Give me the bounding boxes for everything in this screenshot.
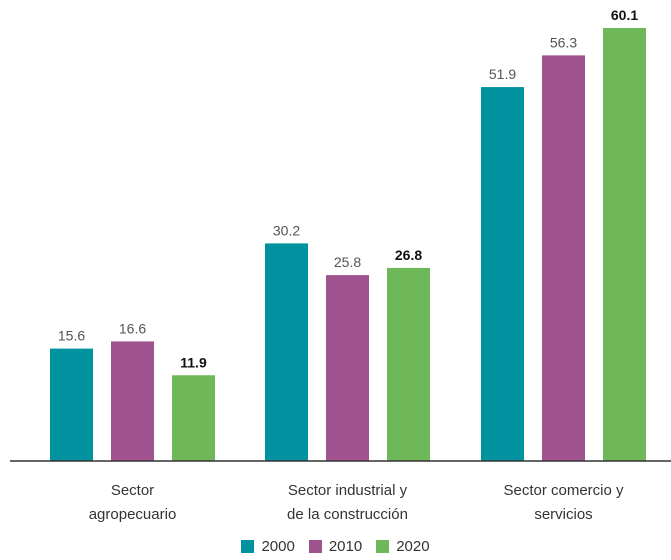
legend: 2000 2010 2020: [0, 538, 671, 555]
bar-2020-cat-1: [387, 267, 430, 461]
value-label-2000-cat-0: 15.6: [58, 328, 85, 344]
bar-2000-cat-0: [50, 348, 93, 461]
bar-chart: 15.6 16.6 11.9 30.2 25.8 26.8 51.9 56.3 60.1 Sec…: [10, 7, 671, 523]
legend-swatch-2000: [241, 540, 255, 553]
legend-item-2000: 2000: [241, 538, 295, 555]
bar-2000-cat-2: [481, 87, 524, 462]
legend-item-2010: 2010: [308, 538, 363, 555]
value-label-2000-cat-1: 30.2: [273, 222, 300, 238]
value-label-2010-cat-2: 56.3: [550, 34, 577, 50]
bar-2000-cat-1: [265, 243, 308, 461]
value-label-2010-cat-1: 25.8: [334, 254, 361, 270]
category-labels-layer: Sector agropecuario Sector industrial y de …: [89, 482, 624, 523]
category-label-0-line-1: agropecuario: [89, 506, 177, 523]
legend-label-2000: 2000: [261, 538, 295, 555]
legend-swatch-2020: [376, 540, 390, 553]
legend-label-2020: 2020: [396, 538, 430, 555]
bar-2010-cat-2: [542, 55, 585, 461]
legend-item-2020: 2020: [376, 538, 430, 555]
category-label-1-line-1: de la construcción: [287, 506, 408, 523]
bar-2020-cat-0: [172, 375, 215, 461]
bar-2020-cat-2: [603, 28, 646, 461]
value-label-2020-cat-1: 26.8: [395, 247, 422, 263]
bars-layer: [50, 28, 646, 462]
value-label-2010-cat-0: 16.6: [119, 320, 146, 336]
legend-swatch-2010: [308, 540, 322, 553]
value-label-2020-cat-0: 11.9: [180, 354, 207, 370]
category-label-1-line-0: Sector industrial y: [288, 482, 408, 499]
category-label-0-line-0: Sector: [111, 482, 154, 499]
category-label-2-line-0: Sector comercio y: [503, 482, 624, 499]
value-label-2020-cat-2: 60.1: [611, 7, 638, 23]
legend-label-2010: 2010: [328, 538, 363, 555]
value-label-2000-cat-2: 51.9: [489, 66, 516, 82]
bar-2010-cat-0: [111, 341, 154, 461]
value-labels-layer: 15.6 16.6 11.9 30.2 25.8 26.8 51.9 56.3 60.1: [58, 7, 638, 370]
category-label-2-line-1: servicios: [534, 506, 592, 523]
bar-2010-cat-1: [326, 275, 369, 461]
